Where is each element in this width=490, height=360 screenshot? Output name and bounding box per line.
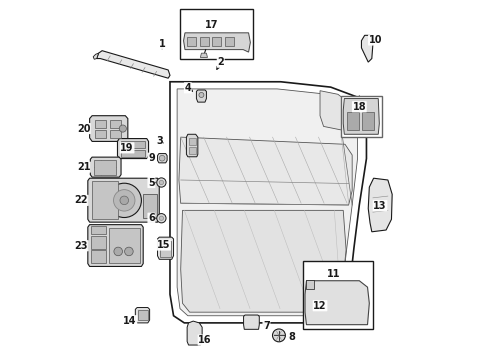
Polygon shape xyxy=(177,89,358,316)
Bar xyxy=(306,280,314,289)
Text: 7: 7 xyxy=(263,321,270,332)
Text: 18: 18 xyxy=(352,102,366,112)
Polygon shape xyxy=(88,225,143,266)
Text: 10: 10 xyxy=(368,35,382,45)
Bar xyxy=(94,159,116,175)
Circle shape xyxy=(120,196,128,204)
Text: 17: 17 xyxy=(205,19,219,30)
Bar xyxy=(92,236,106,249)
Bar xyxy=(92,250,106,263)
Polygon shape xyxy=(157,154,167,163)
Circle shape xyxy=(114,190,135,211)
Polygon shape xyxy=(186,134,198,157)
Circle shape xyxy=(107,183,142,217)
Bar xyxy=(189,147,196,154)
Polygon shape xyxy=(90,116,128,141)
Polygon shape xyxy=(90,157,121,177)
Bar xyxy=(303,261,372,329)
Text: 9: 9 xyxy=(148,153,155,163)
Text: 1: 1 xyxy=(159,39,166,49)
Bar xyxy=(110,120,122,128)
Bar xyxy=(138,310,148,320)
Polygon shape xyxy=(343,99,379,134)
Bar xyxy=(180,9,253,59)
Bar xyxy=(187,37,196,46)
Bar xyxy=(189,138,196,145)
Polygon shape xyxy=(181,210,346,312)
Polygon shape xyxy=(170,82,367,323)
Polygon shape xyxy=(88,178,159,222)
Bar xyxy=(160,241,171,257)
Circle shape xyxy=(159,216,164,220)
Text: 6: 6 xyxy=(148,213,155,223)
Text: 23: 23 xyxy=(74,241,88,251)
Polygon shape xyxy=(244,315,259,329)
Text: 20: 20 xyxy=(77,123,90,134)
Text: 21: 21 xyxy=(77,162,90,172)
Text: 2: 2 xyxy=(218,57,224,67)
Polygon shape xyxy=(368,178,392,232)
Text: 12: 12 xyxy=(313,301,327,311)
Polygon shape xyxy=(362,35,373,62)
Bar xyxy=(95,120,106,128)
Bar xyxy=(92,181,118,219)
Text: 13: 13 xyxy=(373,201,387,211)
Polygon shape xyxy=(97,51,170,78)
Text: 8: 8 xyxy=(288,332,295,342)
Bar xyxy=(341,96,382,137)
Polygon shape xyxy=(135,307,149,323)
Polygon shape xyxy=(93,53,98,59)
Bar xyxy=(109,228,140,263)
Bar xyxy=(212,37,221,46)
Text: 19: 19 xyxy=(121,143,134,153)
Text: 22: 22 xyxy=(74,195,88,205)
Polygon shape xyxy=(200,53,207,58)
Bar xyxy=(95,130,106,138)
Polygon shape xyxy=(157,237,173,259)
Bar xyxy=(121,141,145,148)
Polygon shape xyxy=(305,281,369,325)
Bar xyxy=(199,37,209,46)
Polygon shape xyxy=(179,137,352,205)
Polygon shape xyxy=(196,90,206,102)
Circle shape xyxy=(272,329,285,342)
Text: 5: 5 xyxy=(148,177,155,188)
Text: 4: 4 xyxy=(184,83,191,93)
Polygon shape xyxy=(187,321,202,345)
Polygon shape xyxy=(320,91,356,130)
Circle shape xyxy=(119,125,126,132)
Text: 14: 14 xyxy=(123,316,137,326)
Circle shape xyxy=(159,180,164,185)
Polygon shape xyxy=(118,139,148,158)
Circle shape xyxy=(157,213,166,223)
Text: 3: 3 xyxy=(156,136,163,146)
Bar xyxy=(121,150,145,157)
Bar xyxy=(347,112,359,130)
Circle shape xyxy=(159,156,165,161)
Bar xyxy=(92,226,106,234)
Polygon shape xyxy=(184,33,250,52)
Circle shape xyxy=(114,247,122,256)
Circle shape xyxy=(157,178,166,187)
Bar xyxy=(224,37,234,46)
Bar xyxy=(143,194,157,217)
Bar xyxy=(110,130,122,138)
Bar xyxy=(362,112,374,130)
Text: 15: 15 xyxy=(157,240,171,250)
Circle shape xyxy=(124,247,133,256)
Text: 11: 11 xyxy=(327,269,341,279)
Text: 16: 16 xyxy=(198,335,212,345)
Circle shape xyxy=(199,93,204,98)
